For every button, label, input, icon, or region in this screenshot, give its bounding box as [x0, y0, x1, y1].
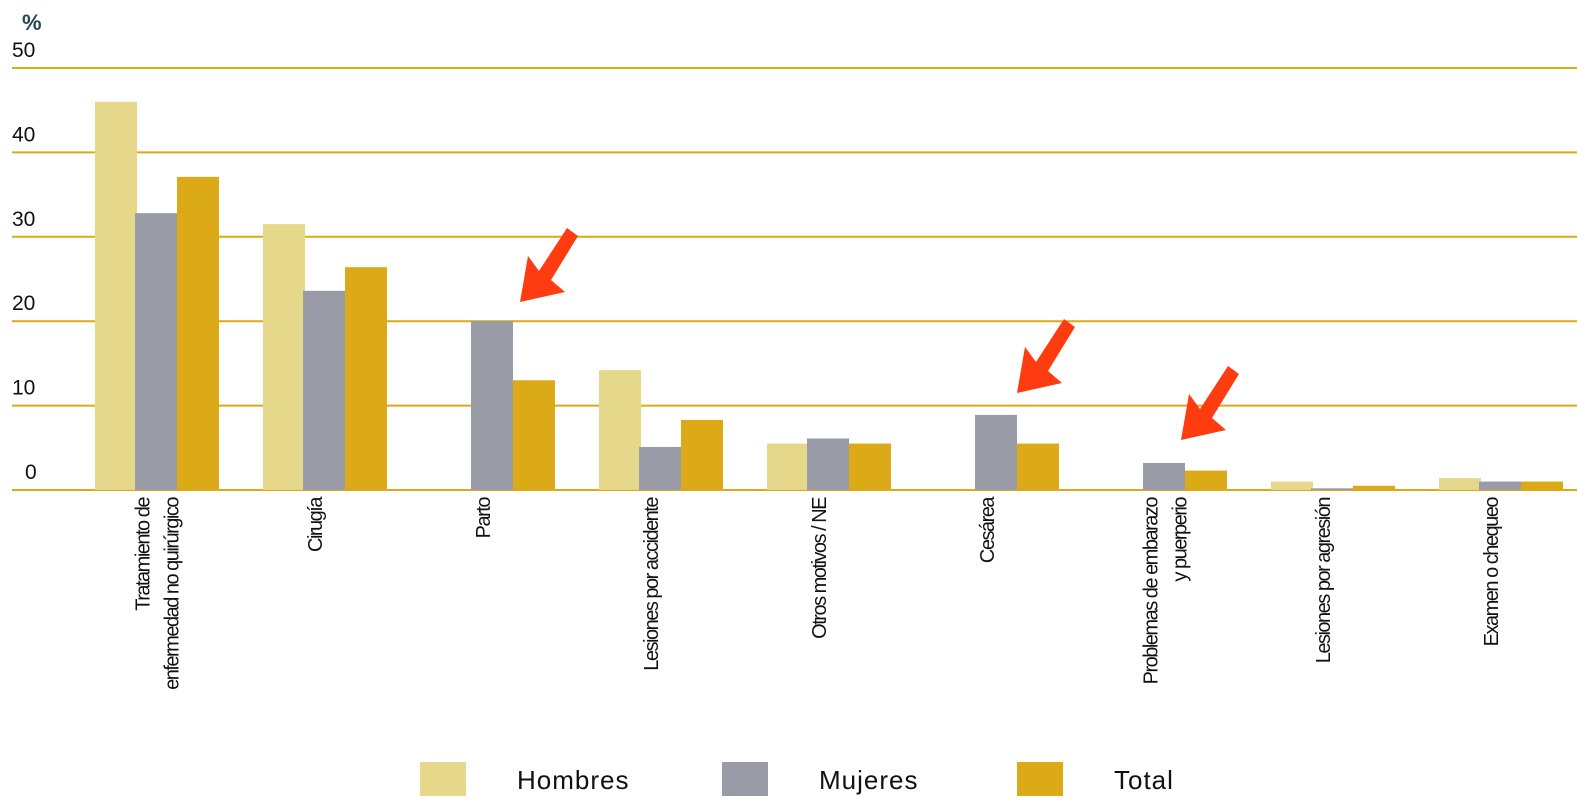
bar-hombres-1: [263, 224, 305, 490]
bar-mujeres-4: [807, 438, 849, 490]
arrows: [520, 228, 1239, 440]
y-tick-label: 30: [12, 208, 35, 231]
bar-total-5: [1017, 443, 1059, 490]
y-axis-ticks: 0 10 20 30 40 50: [12, 39, 37, 484]
bar-total-2: [513, 380, 555, 490]
y-tick-label: 40: [12, 123, 35, 146]
x-tick-label: Lesiones por agresión: [1313, 498, 1335, 664]
bar-mujeres-6: [1143, 462, 1185, 490]
bar-total-3: [681, 419, 723, 490]
bar-hombres-8: [1439, 478, 1481, 490]
bar-total-0: [177, 176, 219, 490]
bar-hombres-7: [1271, 481, 1313, 490]
bar-hombres-4: [767, 443, 809, 490]
bar-hombres-3: [599, 370, 641, 490]
x-tick-label: enfermedad no quirúrgico: [162, 497, 184, 690]
y-tick-label: 50: [12, 39, 35, 62]
bar-total-7: [1353, 485, 1395, 490]
highlight-arrow-icon: [1181, 366, 1239, 440]
x-tick-label: Tratamiento de: [133, 497, 155, 611]
legend: Hombres Mujeres Total: [420, 762, 1174, 796]
bar-total-4: [849, 443, 891, 490]
y-tick-label: 20: [12, 292, 35, 315]
x-tick-label: Examen o chequeo: [1481, 497, 1503, 647]
bar-mujeres-8: [1479, 481, 1521, 490]
x-axis-labels: Tratamiento de enfermedad no quirúrgico Ci…: [133, 496, 1504, 690]
bar-mujeres-7: [1311, 488, 1353, 490]
bar-mujeres-5: [975, 414, 1017, 490]
y-tick-label: 0: [25, 461, 37, 484]
highlight-arrow-icon: [520, 228, 578, 302]
legend-swatch-hombres: [420, 762, 466, 796]
y-tick-label: 10: [12, 377, 35, 400]
x-tick-label: Problemas de embarazo: [1141, 497, 1163, 685]
legend-label-mujeres: Mujeres: [819, 765, 918, 795]
highlight-arrow-icon: [1017, 319, 1075, 393]
x-tick-label: y puerperio: [1170, 497, 1192, 582]
legend-label-hombres: Hombres: [517, 765, 629, 795]
legend-swatch-mujeres: [722, 762, 768, 796]
bar-total-1: [345, 267, 387, 490]
bar-mujeres-2: [471, 321, 513, 490]
x-tick-label: Cirugía: [305, 496, 327, 552]
x-tick-label: Otros motivos / NE: [809, 497, 831, 639]
gridlines: [12, 67, 1577, 491]
bar-mujeres-0: [135, 213, 177, 490]
x-tick-label: Lesiones por accidente: [641, 497, 663, 671]
legend-label-total: Total: [1114, 765, 1174, 795]
y-axis-unit: %: [22, 10, 42, 35]
bar-mujeres-3: [639, 446, 681, 490]
x-tick-label: Cesárea: [977, 496, 999, 563]
x-tick-label: Parto: [473, 497, 495, 539]
bars: [95, 101, 1563, 490]
bar-total-6: [1185, 470, 1227, 490]
bar-total-8: [1521, 481, 1563, 490]
bar-hombres-0: [95, 101, 137, 490]
bar-mujeres-1: [303, 290, 345, 490]
legend-swatch-total: [1017, 762, 1063, 796]
